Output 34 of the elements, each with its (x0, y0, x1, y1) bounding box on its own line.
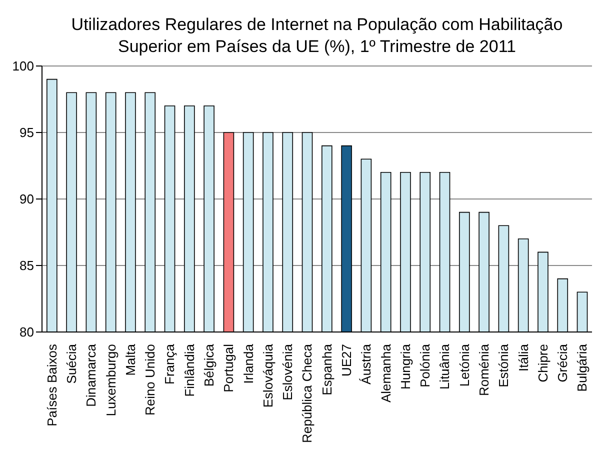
y-tick-label: 80 (20, 324, 34, 340)
y-tick-label: 100 (12, 58, 34, 74)
x-tick-label: Polónia (418, 343, 433, 388)
x-tick-label: Roménia (476, 343, 492, 396)
x-tick-label: Grécia (555, 343, 570, 382)
x-tick-label: Letónia (456, 343, 472, 387)
x-tick-label: Malta (122, 343, 138, 376)
x-tick-label: República Checa (300, 343, 315, 444)
x-tick-label: Eslováquia (260, 343, 276, 408)
x-tick-label: Áustria (358, 343, 374, 384)
x-tick-label: Portugal (221, 344, 236, 392)
x-tick-label: Luxemburgo (103, 344, 118, 416)
x-tick-label: Estónia (496, 343, 512, 388)
y-tick-label: 85 (20, 258, 34, 274)
x-tick-label: UE27 (338, 344, 354, 377)
x-tick-label: França (162, 343, 178, 384)
x-tick-label: Finlândia (182, 343, 197, 397)
x-tick-label: Suécia (64, 343, 79, 384)
x-tick-label: Eslovénia (280, 343, 296, 400)
chart-title: Utilizadores Regulares de Internet na População com Habilitação Superior em Países da UE (%), 1º Trimestre de 2011 (70, 14, 564, 58)
x-tick-label: Reino Unido (142, 344, 158, 416)
x-tick-label: Alemanha (378, 343, 394, 403)
x-tick-label: Países Baixos (44, 344, 60, 426)
x-tick-label: Bulgária (574, 343, 590, 392)
x-tick-label: Lituânia (437, 343, 452, 390)
y-tick-label: 90 (20, 192, 34, 207)
x-tick-label: Espanha (319, 343, 334, 396)
x-tick-label: Bélgica (201, 343, 216, 387)
y-tick-label: 95 (20, 125, 34, 140)
x-tick-label: Dinamarca (84, 343, 99, 407)
x-tick-label: Hungria (398, 343, 413, 390)
x-tick-label: Chipre (535, 344, 550, 382)
x-tick-label: Itália (516, 343, 531, 372)
x-tick-label: Irlanda (240, 343, 256, 384)
